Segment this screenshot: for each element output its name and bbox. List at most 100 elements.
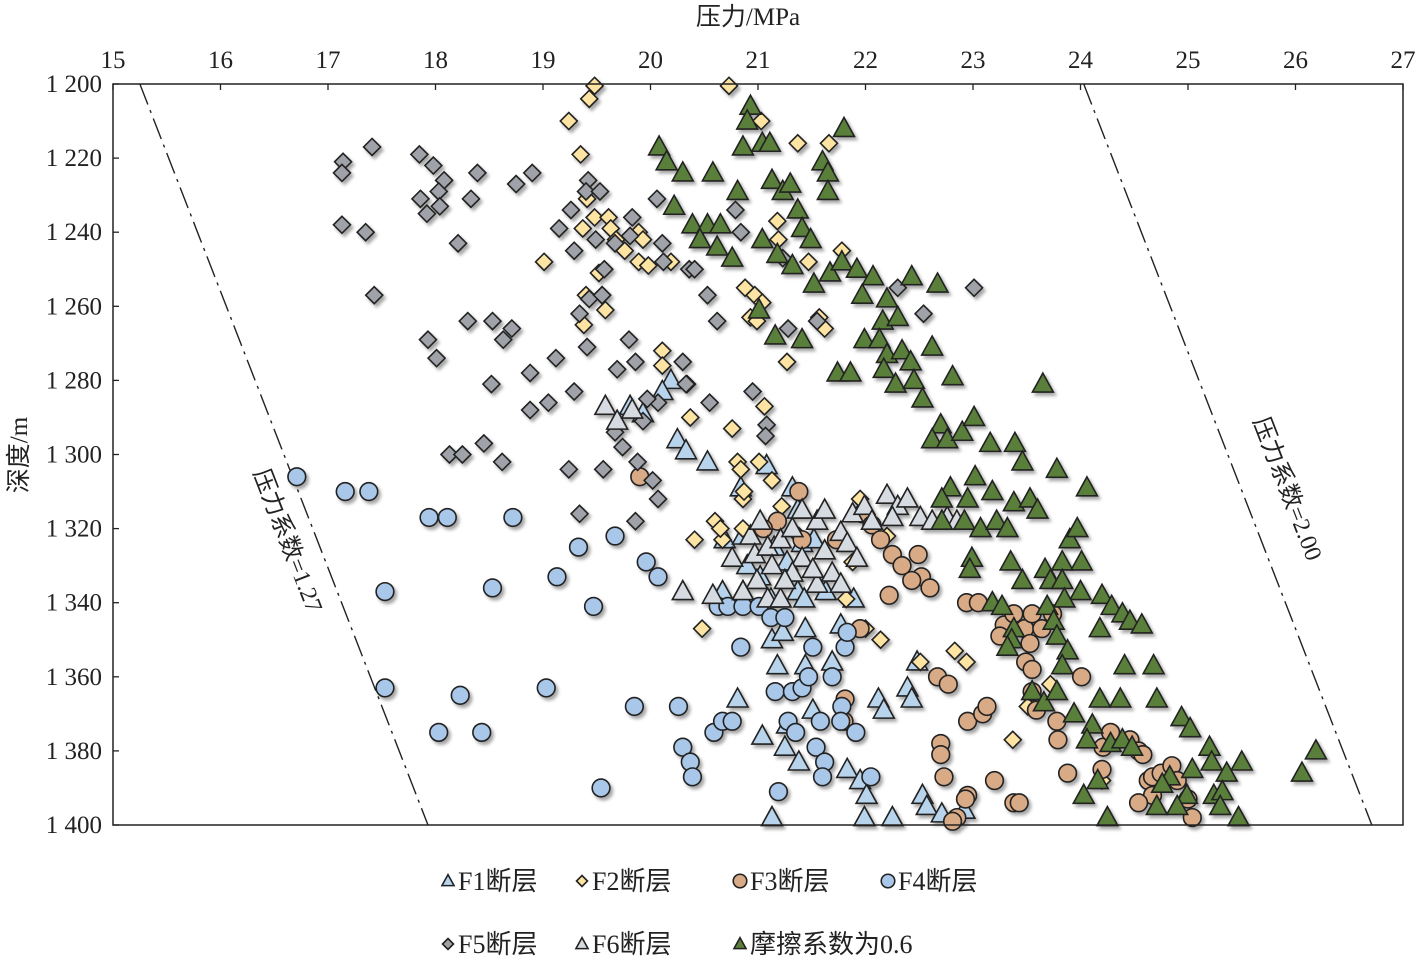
data-point [731,134,755,156]
data-point [410,189,431,209]
data-point [1003,430,1027,453]
data-point [722,418,742,439]
data-point [852,326,877,349]
data-point [1120,734,1144,756]
data-point [586,229,606,250]
y-tick-label: 1 400 [46,812,102,839]
data-point [820,560,844,582]
data-point [810,711,830,731]
data-point [788,133,808,153]
data-point [775,607,795,628]
data-point [481,374,502,394]
data-point [780,515,805,538]
data-point [745,567,769,590]
data-point [375,581,395,602]
series-4 [287,467,881,802]
legend-label: F1断层 [458,867,537,896]
x-tick-label: 17 [316,47,341,74]
data-point [1045,456,1069,479]
data-point [1178,715,1202,738]
data-point [692,619,712,639]
data-point [482,578,503,598]
x-tick-label: 16 [208,47,233,74]
data-point [925,271,950,293]
data-point [506,174,526,194]
legend-marker [732,935,748,950]
data-point [522,163,542,183]
data-point [648,567,668,587]
data-point [605,526,625,546]
data-point [699,392,720,413]
data-point [1010,567,1035,590]
x-axis-label: 压力/MPa [696,3,800,31]
data-point [1214,760,1239,782]
data-point [998,549,1023,571]
data-point [534,252,554,272]
data-point [1025,497,1050,519]
data-point [592,285,612,305]
data-point [561,200,581,220]
data-point [1075,475,1099,497]
data-point [593,459,613,479]
data-point [697,285,718,305]
data-point [828,571,853,593]
legend-label: F2断层 [592,867,671,896]
data-point [1020,678,1044,701]
data-point [957,556,982,579]
data-point [569,304,590,324]
data-point [938,475,963,497]
data-point [806,737,826,757]
data-point [335,481,355,502]
data-point [762,470,782,491]
data-point [355,222,376,242]
x-tick-label: 25 [1176,47,1201,74]
data-point [760,552,784,575]
data-point [710,518,731,539]
data-point [750,723,775,745]
y-tick-label: 1 220 [46,145,102,172]
data-point [625,511,646,531]
data-point [701,582,725,605]
data-point [620,226,640,246]
data-point [719,76,739,96]
data-point [619,330,639,350]
data-point [1045,623,1069,645]
data-point [831,711,851,731]
data-point [1165,793,1190,816]
data-point [790,215,814,238]
data-point [1003,730,1023,750]
x-tick-label: 15 [101,47,126,74]
data-point [920,426,944,449]
y-tick-label: 1 380 [46,738,102,765]
data-point [1071,667,1092,687]
data-point [963,464,987,486]
data-point [409,144,430,165]
legend-item: F5断层 [441,930,537,959]
data-point [520,363,540,383]
x-tick-label: 20 [638,47,663,74]
y-tick-label: 1 240 [46,219,102,246]
legend-marker [574,935,590,950]
data-point [798,252,819,272]
data-point [738,523,763,545]
data-point [836,589,856,609]
data-point [593,393,618,416]
data-point [725,200,746,220]
data-point [938,674,958,694]
data-point [880,804,905,827]
data-point [731,578,755,601]
pressure-coefficient-line [139,83,429,826]
data-point [725,178,750,201]
data-point [680,212,705,234]
data-point [624,696,645,717]
data-point [885,304,910,327]
data-point [735,108,760,130]
data-point [822,667,842,687]
data-point [920,578,940,598]
data-point [871,697,896,719]
data-point [812,538,837,560]
data-point [429,722,449,743]
data-point [777,352,797,372]
data-point [1226,804,1251,827]
data-point [1031,371,1055,393]
